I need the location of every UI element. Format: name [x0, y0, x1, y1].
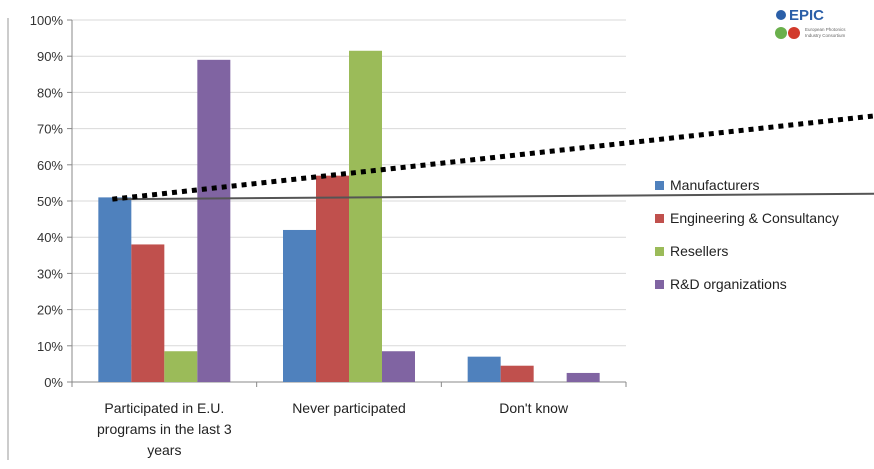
y-tick-label: 20%	[37, 303, 63, 318]
logo-green-dot	[775, 27, 787, 39]
bar	[283, 229, 316, 382]
y-tick-label: 40%	[37, 230, 63, 245]
bar	[566, 372, 600, 382]
y-tick-label: 80%	[37, 85, 63, 100]
y-tick-label: 0%	[44, 375, 63, 390]
logo-tagline-1: European Photonics	[805, 27, 846, 32]
y-tick-label: 30%	[37, 266, 63, 281]
logo-globe-icon	[776, 10, 786, 20]
x-category-label: Don't know	[499, 400, 569, 416]
y-tick-label: 10%	[37, 339, 63, 354]
bar	[382, 351, 415, 382]
legend-label: Resellers	[670, 243, 728, 259]
bar	[197, 59, 231, 382]
bar	[98, 197, 132, 382]
logo-tagline-2: Industry Consortium	[805, 33, 846, 38]
legend-label: Manufacturers	[670, 177, 759, 193]
bar	[467, 356, 501, 382]
legend-swatch	[655, 247, 664, 256]
y-tick-label: 70%	[37, 122, 63, 137]
legend-swatch	[655, 214, 664, 223]
legend: Manufacturers Engineering & Consultancy Re…	[655, 177, 839, 292]
bar	[316, 175, 349, 382]
x-category-label: programs in the last 3	[97, 421, 232, 437]
legend-swatch	[655, 280, 664, 289]
axes: 0% 10% 20% 30% 40% 50% 60% 70% 80% 90% 100% Partici…	[7, 13, 627, 460]
solid-line	[112, 192, 874, 201]
x-category-label: Participated in E.U.	[104, 400, 224, 416]
legend-label: Engineering & Consultancy	[670, 210, 839, 226]
logo-wordmark: EPIC	[789, 7, 824, 24]
x-category-label: years	[147, 442, 181, 458]
overlay-lines	[112, 113, 874, 202]
bar	[164, 351, 198, 382]
y-tick-label: 60%	[37, 158, 63, 173]
dotted-trend-line	[112, 113, 874, 202]
bars	[98, 50, 600, 383]
y-tick-label: 90%	[37, 49, 63, 64]
bar	[131, 244, 165, 382]
legend-label: R&D organizations	[670, 276, 787, 292]
y-tick-label: 100%	[30, 13, 64, 28]
y-tick-label: 50%	[37, 194, 63, 209]
bar	[349, 50, 382, 383]
legend-swatch	[655, 181, 664, 190]
x-category-label: Never participated	[292, 400, 406, 416]
logo-red-dot	[788, 27, 800, 39]
bar	[500, 365, 534, 382]
